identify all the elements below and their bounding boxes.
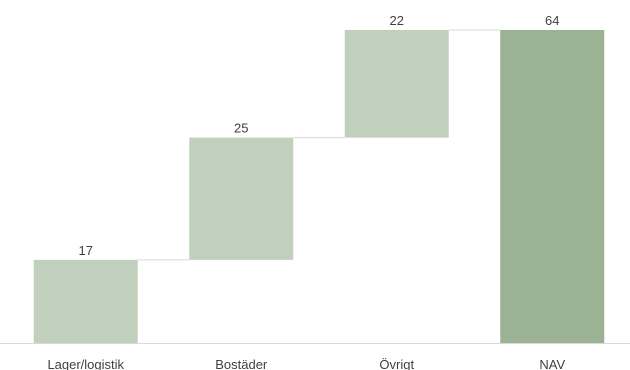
bars [33, 30, 605, 343]
category-labels: Lager/logistik Bostäder Övrigt NAV [47, 357, 565, 370]
category-label-ovrigt: Övrigt [379, 357, 414, 370]
data-labels: 17 25 22 64 [79, 13, 560, 258]
category-label-lager-logistik: Lager/logistik [47, 357, 124, 370]
bar-lager-logistik [33, 259, 138, 343]
data-label-nav: 64 [545, 13, 559, 28]
bar-nav [500, 30, 605, 343]
category-label-nav: NAV [539, 357, 565, 370]
data-label-lager-logistik: 17 [79, 243, 93, 258]
bar-bostader [189, 137, 294, 260]
category-label-bostader: Bostäder [215, 357, 268, 370]
data-label-bostader: 25 [234, 121, 248, 136]
bar-ovrigt [344, 30, 449, 138]
connector-lines [137, 29, 501, 261]
data-label-ovrigt: 22 [390, 13, 404, 28]
